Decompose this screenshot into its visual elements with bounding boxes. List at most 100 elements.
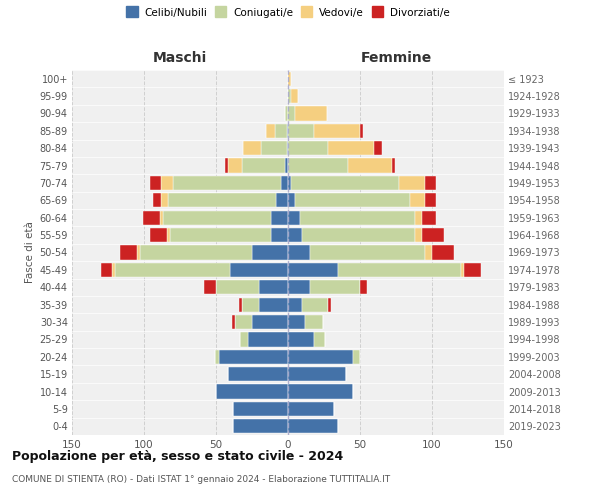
Bar: [310, 280, 360, 294]
Text: COMUNE DI STIENTA (RO) - Dati ISTAT 1° gennaio 2024 - Elaborazione TUTTITALIA.IT: COMUNE DI STIENTA (RO) - Dati ISTAT 1° g…: [12, 475, 390, 484]
Bar: [248, 332, 288, 346]
Bar: [115, 263, 230, 277]
Bar: [425, 176, 436, 190]
Bar: [235, 315, 252, 329]
Bar: [399, 176, 425, 190]
Bar: [432, 246, 454, 260]
Bar: [353, 350, 360, 364]
Bar: [140, 246, 252, 260]
Bar: [374, 141, 382, 156]
Bar: [288, 210, 299, 225]
Bar: [425, 246, 432, 260]
Bar: [314, 124, 360, 138]
Bar: [328, 298, 331, 312]
Bar: [288, 419, 338, 434]
Bar: [295, 193, 410, 208]
Text: Maschi: Maschi: [153, 51, 207, 65]
Bar: [277, 193, 288, 208]
Bar: [259, 298, 288, 312]
Bar: [305, 315, 323, 329]
Bar: [143, 210, 160, 225]
Bar: [169, 193, 277, 208]
Bar: [392, 158, 395, 172]
Bar: [288, 141, 328, 156]
Bar: [328, 141, 374, 156]
Bar: [160, 210, 163, 225]
Bar: [288, 176, 291, 190]
Bar: [422, 228, 443, 242]
Bar: [252, 315, 288, 329]
Bar: [232, 315, 235, 329]
Bar: [150, 228, 167, 242]
Bar: [415, 228, 422, 242]
Bar: [167, 228, 170, 242]
Bar: [241, 332, 248, 346]
Bar: [216, 280, 259, 294]
Bar: [302, 298, 328, 312]
Bar: [360, 280, 367, 294]
Bar: [271, 228, 288, 242]
Bar: [216, 384, 288, 398]
Bar: [242, 298, 259, 312]
Bar: [230, 263, 288, 277]
Bar: [288, 298, 302, 312]
Bar: [285, 106, 288, 120]
Bar: [266, 124, 275, 138]
Bar: [360, 124, 363, 138]
Bar: [119, 246, 137, 260]
Bar: [464, 263, 481, 277]
Bar: [314, 332, 325, 346]
Bar: [302, 228, 415, 242]
Bar: [150, 176, 161, 190]
Bar: [288, 350, 353, 364]
Bar: [173, 176, 281, 190]
Bar: [163, 210, 271, 225]
Bar: [288, 402, 334, 416]
Bar: [170, 228, 271, 242]
Bar: [288, 367, 346, 382]
Bar: [112, 263, 115, 277]
Bar: [288, 315, 305, 329]
Bar: [227, 367, 288, 382]
Bar: [288, 228, 302, 242]
Bar: [161, 176, 173, 190]
Bar: [299, 210, 415, 225]
Bar: [288, 246, 310, 260]
Bar: [288, 332, 314, 346]
Bar: [205, 280, 216, 294]
Bar: [288, 158, 349, 172]
Bar: [415, 210, 422, 225]
Text: Femmine: Femmine: [361, 51, 431, 65]
Bar: [288, 280, 310, 294]
Text: Popolazione per età, sesso e stato civile - 2024: Popolazione per età, sesso e stato civil…: [12, 450, 343, 463]
Bar: [271, 210, 288, 225]
Bar: [137, 246, 140, 260]
Bar: [461, 263, 464, 277]
Bar: [288, 384, 353, 398]
Bar: [291, 89, 298, 103]
Legend: Celibi/Nubili, Coniugati/e, Vedovi/e, Divorziati/e: Celibi/Nubili, Coniugati/e, Vedovi/e, Di…: [123, 5, 453, 21]
Bar: [215, 350, 219, 364]
Bar: [287, 141, 288, 156]
Bar: [244, 141, 260, 156]
Bar: [233, 419, 288, 434]
Y-axis label: Fasce di età: Fasce di età: [25, 222, 35, 284]
Bar: [233, 402, 288, 416]
Bar: [288, 263, 338, 277]
Bar: [152, 193, 161, 208]
Bar: [259, 280, 288, 294]
Bar: [425, 193, 436, 208]
Bar: [239, 298, 242, 312]
Bar: [285, 158, 288, 172]
Bar: [260, 141, 287, 156]
Bar: [288, 124, 314, 138]
Bar: [310, 246, 425, 260]
Bar: [422, 210, 436, 225]
Bar: [161, 193, 169, 208]
Bar: [295, 106, 327, 120]
Bar: [101, 263, 112, 277]
Bar: [275, 124, 287, 138]
Bar: [338, 263, 461, 277]
Bar: [242, 158, 285, 172]
Bar: [288, 89, 291, 103]
